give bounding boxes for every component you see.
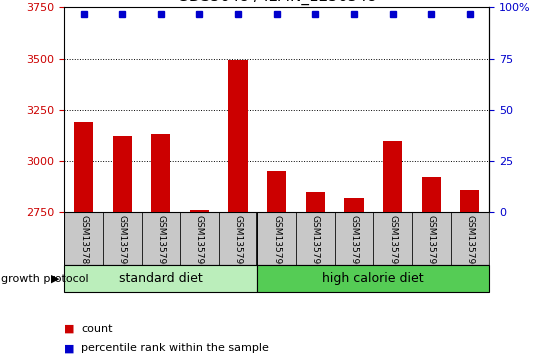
Text: GSM1357905: GSM1357905: [311, 215, 320, 276]
Bar: [412, 212, 451, 265]
Bar: [373, 212, 412, 265]
Bar: [190, 210, 209, 212]
Bar: [460, 190, 480, 212]
Text: count: count: [81, 323, 112, 334]
Bar: [64, 212, 103, 265]
Bar: [151, 134, 170, 212]
Bar: [219, 212, 257, 265]
Text: ▶: ▶: [51, 274, 60, 284]
Text: standard diet: standard diet: [119, 272, 203, 285]
Bar: [335, 212, 373, 265]
Title: GDS5648 / ILMN_1256348: GDS5648 / ILMN_1256348: [177, 0, 377, 4]
Bar: [267, 171, 286, 212]
Text: GSM1357904: GSM1357904: [272, 215, 281, 276]
Bar: [141, 212, 180, 265]
Bar: [257, 212, 296, 265]
Text: GSM1357906: GSM1357906: [349, 215, 358, 276]
Text: high calorie diet: high calorie diet: [323, 272, 424, 285]
Bar: [451, 212, 489, 265]
Text: growth protocol: growth protocol: [1, 274, 89, 284]
Bar: [180, 212, 219, 265]
Text: GSM1357908: GSM1357908: [427, 215, 435, 276]
Bar: [421, 178, 441, 212]
Text: GSM1357903: GSM1357903: [234, 215, 243, 276]
Text: percentile rank within the sample: percentile rank within the sample: [81, 343, 269, 354]
Text: GSM1357907: GSM1357907: [388, 215, 397, 276]
Bar: [306, 192, 325, 212]
Bar: [74, 122, 93, 212]
Bar: [296, 212, 335, 265]
Bar: [229, 60, 248, 212]
Bar: [257, 265, 489, 292]
Text: GSM1357909: GSM1357909: [465, 215, 475, 276]
Bar: [383, 140, 402, 212]
Text: GSM1357901: GSM1357901: [157, 215, 165, 276]
Bar: [64, 265, 257, 292]
Text: GSM1357899: GSM1357899: [79, 215, 88, 276]
Text: GSM1357902: GSM1357902: [195, 215, 204, 276]
Bar: [112, 136, 132, 212]
Text: GSM1357900: GSM1357900: [118, 215, 127, 276]
Text: ■: ■: [64, 343, 75, 354]
Bar: [103, 212, 141, 265]
Bar: [344, 198, 363, 212]
Text: ■: ■: [64, 323, 75, 334]
